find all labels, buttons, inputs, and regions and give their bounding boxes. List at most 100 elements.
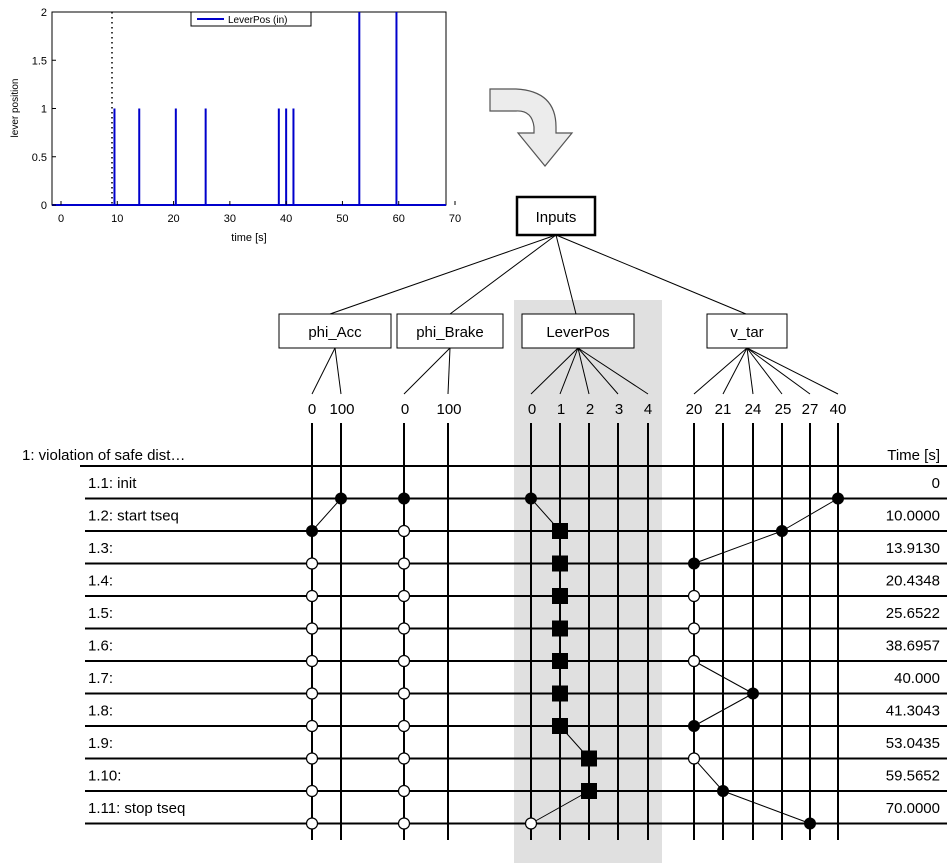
plot-ylabel: lever position	[10, 79, 21, 138]
plot-xtick-label-0: 0	[58, 213, 64, 225]
edge-phi-brake-class-1	[447, 347, 451, 395]
mark-phi-brake-row-2	[397, 524, 411, 538]
connector-leverpos-10	[530, 790, 590, 824]
class-label-leverpos-1: 1	[557, 401, 565, 418]
class-label-leverpos-0: 0	[528, 401, 536, 418]
mark-v-tar-row-5	[687, 622, 701, 635]
mark-leverpos-row-6	[552, 653, 568, 669]
row-time: 20.4348	[886, 573, 940, 590]
group-box-phi-acc	[278, 313, 392, 349]
mark-leverpos-row-3	[552, 555, 568, 572]
row-label: 1.6:	[88, 638, 113, 655]
mark-v-tar-row-6	[687, 654, 701, 668]
group-box-phi-brake	[396, 313, 504, 349]
mark-phi-acc-row-7	[305, 687, 319, 700]
class-label-leverpos-4: 4	[644, 401, 652, 418]
class-label-v-tar-27: 27	[802, 401, 819, 418]
row-time: 40.000	[894, 670, 940, 687]
plot-xtick-label-50: 50	[336, 213, 348, 225]
mark-phi-acc-row-4	[305, 589, 319, 603]
plot-legend: LeverPos (in)	[190, 11, 312, 27]
connector-phi-acc-1	[311, 498, 342, 532]
mark-phi-brake-row-6	[397, 654, 411, 668]
group-label-v-tar: v_tar	[730, 324, 763, 341]
mark-phi-acc-row-6	[305, 654, 319, 668]
class-label-v-tar-21: 21	[715, 401, 732, 418]
mark-v-tar-row-7	[747, 687, 759, 700]
legend-box	[190, 11, 312, 27]
mark-leverpos-row-7	[552, 685, 568, 702]
edge-leverpos-class-4	[577, 347, 649, 395]
plot-ytick-label-0: 0	[41, 200, 47, 212]
row-label: 1.1: init	[88, 475, 137, 492]
combination-marks	[305, 492, 844, 830]
row-time: 53.0435	[886, 735, 940, 752]
row-label: 1.11: stop tseq	[88, 800, 185, 817]
mark-v-tar-row-11	[804, 817, 816, 830]
row-label: 1.2: start tseq	[88, 508, 179, 525]
edge-root-phi-acc	[329, 234, 557, 315]
row-time: 59.5652	[886, 768, 940, 785]
row-times: 0 10.0000 13.9130 20.4348 25.6522 38.6957 40.0…	[886, 475, 940, 817]
group-label-phi-brake: phi_Brake	[416, 324, 484, 341]
mark-leverpos-row-2	[552, 523, 568, 539]
root-box-inputs	[515, 195, 597, 237]
root-label-inputs: Inputs	[536, 209, 577, 226]
mark-v-tar-row-8	[688, 720, 700, 732]
edge-v-tar-class-4	[746, 347, 811, 395]
edge-root-leverpos	[555, 234, 577, 315]
lever-position-plot: 0 10 20 30 40 50 60 70 0 0.5 1 1.5 2 LeverPos (in) t…	[10, 7, 461, 244]
mark-leverpos-row-1	[525, 492, 537, 505]
plot-xtick-label-70: 70	[449, 213, 461, 225]
combination-table: 1: violation of safe dist… Time [s] 1.1:…	[22, 423, 947, 840]
plot-xlabel: time [s]	[231, 232, 266, 244]
plot-ytick-label-2: 2	[41, 7, 47, 19]
edge-leverpos-class-2	[577, 347, 590, 395]
mark-phi-brake-row-5	[397, 622, 411, 635]
mark-phi-brake-row-8	[397, 719, 411, 733]
mark-v-tar-row-2	[776, 525, 788, 537]
mark-leverpos-row-11	[524, 817, 538, 830]
mark-phi-acc-row-10	[305, 784, 319, 798]
mark-leverpos-row-10	[581, 783, 597, 799]
plot-ytick-label-0-5: 0.5	[32, 152, 47, 164]
row-time: 10.0000	[886, 508, 940, 525]
mark-leverpos-row-5	[552, 620, 568, 637]
class-label-v-tar-25: 25	[775, 401, 792, 418]
class-label-v-tar-24: 24	[745, 401, 762, 418]
table-header-label: 1: violation of safe dist…	[22, 447, 185, 464]
group-label-leverpos: LeverPos	[546, 324, 609, 341]
class-labels: 0 100 0 100 0 1 2 3 4 20 21 24 25 27 40	[308, 401, 847, 418]
plot-ticks: 0 10 20 30 40 50 60 70 0 0.5 1 1.5 2	[32, 7, 461, 225]
row-time: 38.6957	[886, 638, 940, 655]
row-label: 1.3:	[88, 540, 113, 557]
mark-phi-brake-row-9	[397, 752, 411, 765]
edge-leverpos-class-3	[577, 347, 619, 395]
row-label: 1.7:	[88, 670, 113, 687]
mark-phi-brake-row-11	[397, 817, 411, 830]
mark-phi-acc-row-9	[305, 752, 319, 765]
row-time: 13.9130	[886, 540, 940, 557]
mark-phi-brake-row-7	[397, 687, 411, 700]
connector-v-tar-9	[693, 758, 724, 792]
mark-phi-brake-row-4	[397, 589, 411, 603]
plot-frame	[51, 11, 447, 206]
class-label-phi-brake-100: 100	[436, 401, 461, 418]
row-label: 1.5:	[88, 605, 113, 622]
class-edges	[311, 347, 839, 395]
group-box-leverpos	[521, 313, 635, 349]
class-label-phi-acc-100: 100	[329, 401, 354, 418]
connector-v-tar-7	[693, 693, 754, 727]
edge-root-phi-brake	[449, 234, 557, 315]
mark-phi-brake-row-10	[397, 784, 411, 798]
connector-v-tar-1	[781, 498, 839, 532]
legend-label: LeverPos (in)	[228, 15, 287, 26]
row-time: 70.0000	[886, 800, 940, 817]
class-label-leverpos-2: 2	[586, 401, 594, 418]
mark-phi-brake-row-3	[397, 557, 411, 570]
class-label-v-tar-40: 40	[830, 401, 847, 418]
row-time: 41.3043	[886, 703, 940, 720]
time-column-header: Time [s]	[887, 447, 940, 464]
edge-phi-acc-class-0	[311, 347, 336, 395]
mark-v-tar-row-3	[688, 557, 700, 570]
